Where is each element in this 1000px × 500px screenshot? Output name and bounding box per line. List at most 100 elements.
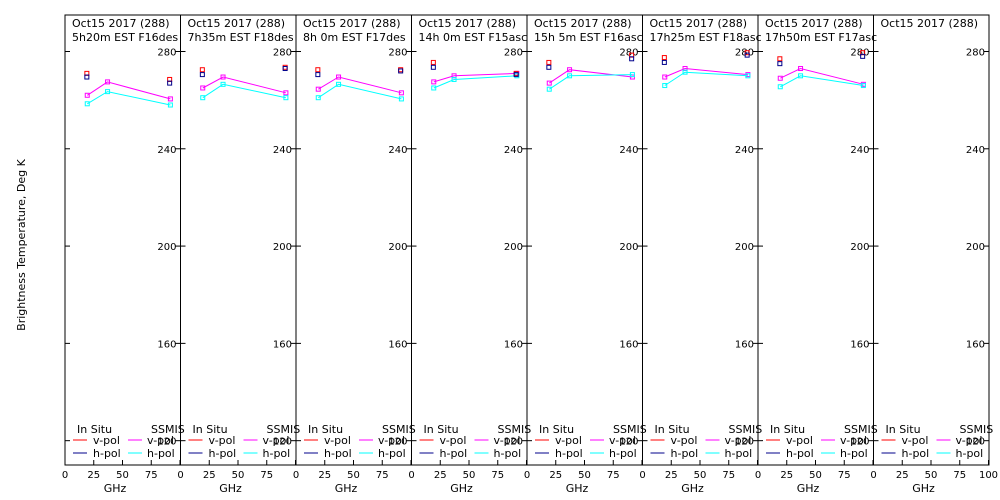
x-tick-label: 25 [780,470,793,481]
y-tick-label: 120 [735,437,754,448]
ssmis-h-point [315,95,321,101]
ssmis-h-point [200,95,206,101]
x-tick-label: 25 [87,470,100,481]
insitu-h-point [315,72,321,78]
ssmis-h-point [167,102,173,108]
ssmis-v-line [433,72,517,83]
legend-ssmis: SSMIS [382,423,416,436]
x-tick-label: 0 [62,470,68,481]
legend-ssmis: SSMIS [729,423,763,436]
legend-ssmis: SSMIS [844,423,878,436]
panel-title: Oct15 2017 (288) [72,17,170,30]
ssmis-v-line [87,81,171,100]
panel-subtitle: 17h25m EST F18asc [650,31,762,44]
ssmis-h-point [451,76,457,82]
y-tick-label: 120 [157,437,176,448]
legend-label: v-pol [93,434,120,447]
ssmis-h-point [629,72,635,78]
x-tick-label: 0 [639,470,645,481]
legend-label: h-pol [786,447,814,460]
ssmis-v-line [780,67,864,85]
ssmis-v-point [777,75,783,81]
ssmis-h-line [664,71,748,86]
insitu-h-point [661,59,667,65]
y-tick-label: 160 [388,339,407,350]
insitu-v-point [398,67,404,73]
panel-frame [64,14,181,466]
legend-label: h-pol [378,447,406,460]
insitu-h-point [629,56,635,62]
ssmis-v-point [546,80,552,86]
y-tick-label: 240 [504,145,523,156]
y-tick-label: 160 [273,339,292,350]
ssmis-v-point [398,90,404,96]
x-tick-label: 75 [607,470,620,481]
x-tick-label: 100 [979,470,998,481]
ssmis-h-line [780,75,864,88]
y-tick-label: 160 [157,339,176,350]
legend-label: h-pol [494,447,522,460]
y-tick-label: 240 [619,145,638,156]
legend-label: v-pol [209,434,236,447]
legend-label: h-pol [93,447,121,460]
legend-in-situ: In Situ [424,423,459,436]
ssmis-h-point [662,83,668,89]
legend-label: v-pol [378,434,405,447]
legend-label: v-pol [147,434,174,447]
y-tick-label: 200 [850,242,869,253]
x-axis-label: GHz [912,482,935,495]
ssmis-v-line [202,76,287,94]
y-tick-label: 280 [273,47,292,58]
panel-title: Oct15 2017 (288) [534,17,632,30]
legend-label: h-pol [840,447,868,460]
x-tick-label: 25 [665,470,678,481]
x-tick-label: 50 [578,470,591,481]
x-tick-label: 0 [408,470,414,481]
ssmis-h-point [336,81,342,87]
legend-ssmis: SSMIS [267,423,301,436]
ssmis-h-point [105,89,111,95]
x-tick-label: 50 [232,470,245,481]
ssmis-h-line [318,83,402,100]
legend-label: v-pol [263,434,290,447]
insitu-h-point [430,64,436,70]
insitu-h-point [744,52,750,58]
legend-label: h-pol [725,447,753,460]
x-tick-label: 75 [260,470,273,481]
legend-in-situ: In Situ [77,423,112,436]
legend-label: v-pol [671,434,698,447]
insitu-h-point [777,61,783,67]
legend-in-situ: In Situ [193,423,228,436]
insitu-h-point [398,68,404,74]
x-axis-label: GHz [681,482,704,495]
panel-frame [526,14,643,466]
y-tick-label: 120 [850,437,869,448]
y-tick-label: 280 [619,47,638,58]
insitu-h-point [860,53,866,59]
insitu-h-point [84,74,90,80]
legend-label: h-pol [263,447,291,460]
legend-ssmis: SSMIS [498,423,532,436]
x-tick-label: 75 [722,470,735,481]
x-tick-label: 50 [463,470,476,481]
legend-label: h-pol [609,447,637,460]
x-tick-label: 25 [896,470,909,481]
x-tick-label: 50 [809,470,822,481]
ssmis-h-point [682,69,688,75]
ssmis-v-line [318,76,402,94]
x-tick-label: 50 [347,470,360,481]
x-tick-label: 25 [549,470,562,481]
panel-frame [180,14,297,466]
ssmis-h-point [777,84,783,90]
legend-label: h-pol [440,447,468,460]
ssmis-h-point [283,95,289,101]
panel-subtitle: 17h50m EST F17asc [765,31,877,44]
ssmis-h-point [546,86,552,92]
y-tick-label: 120 [966,437,985,448]
ssmis-h-line [549,74,633,90]
y-tick-label: 200 [273,242,292,253]
y-tick-label: 200 [504,242,523,253]
y-tick-label: 280 [735,47,754,58]
y-tick-label: 120 [273,437,292,448]
